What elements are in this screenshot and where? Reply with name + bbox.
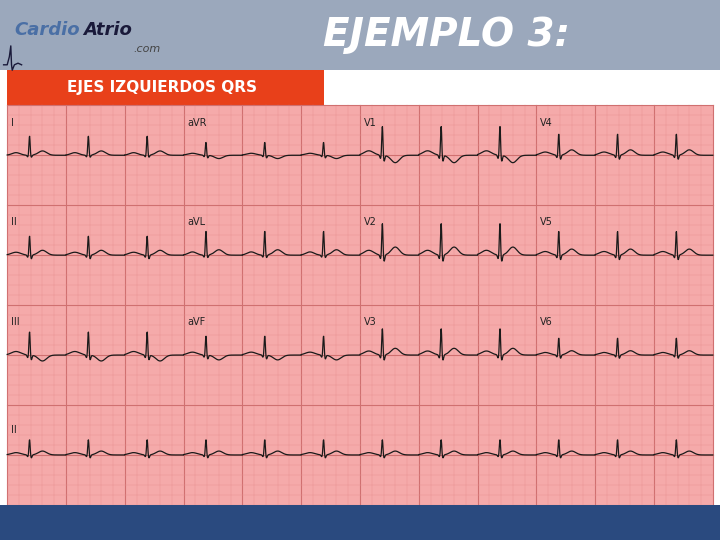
FancyBboxPatch shape (7, 70, 324, 105)
Text: II: II (11, 426, 17, 435)
Text: V2: V2 (364, 218, 377, 227)
FancyBboxPatch shape (7, 105, 713, 505)
FancyBboxPatch shape (0, 0, 720, 70)
Text: I: I (11, 118, 14, 127)
Text: EJEMPLO 3:: EJEMPLO 3: (323, 16, 570, 54)
Text: aVL: aVL (187, 218, 205, 227)
Text: V1: V1 (364, 118, 377, 127)
Text: aVR: aVR (187, 118, 207, 127)
Text: III: III (11, 318, 19, 327)
Text: II: II (11, 218, 17, 227)
Text: aVF: aVF (187, 318, 205, 327)
Text: V6: V6 (540, 318, 553, 327)
Text: V4: V4 (540, 118, 553, 127)
Text: V3: V3 (364, 318, 377, 327)
Text: V5: V5 (540, 218, 553, 227)
FancyBboxPatch shape (0, 505, 720, 540)
Text: Cardio: Cardio (14, 21, 80, 39)
Text: .com: .com (133, 44, 161, 53)
Text: Atrio: Atrio (83, 21, 132, 39)
Text: EJES IZQUIERDOS QRS: EJES IZQUIERDOS QRS (67, 80, 257, 95)
